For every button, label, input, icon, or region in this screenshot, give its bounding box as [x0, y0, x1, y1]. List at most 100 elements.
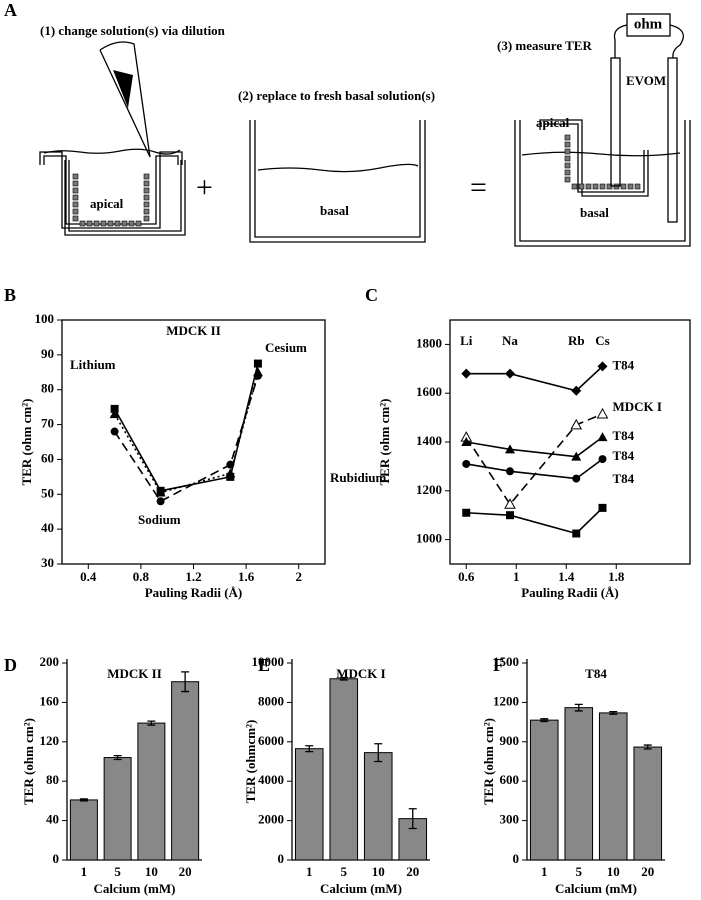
y-tick-label: 1200 [493, 693, 519, 708]
well [514, 120, 691, 247]
x-tick-label: 1.2 [185, 569, 201, 584]
series-line [113, 375, 259, 503]
y-tick-label: 600 [500, 772, 520, 787]
marker [597, 361, 608, 372]
x-tick-label: 1 [306, 864, 313, 879]
water-line [43, 148, 181, 155]
wire [613, 24, 684, 59]
label: basal [580, 205, 609, 220]
series-line [465, 413, 603, 506]
marker [225, 468, 236, 478]
cells [564, 134, 641, 190]
pipette [99, 41, 151, 158]
y-tick-label: 90 [41, 346, 54, 361]
marker [506, 511, 514, 520]
chart-title: MDCK I [336, 666, 385, 681]
error-bar [643, 744, 652, 750]
plot-frame [449, 319, 691, 565]
series-line [466, 365, 604, 392]
bar [598, 712, 628, 861]
x-tick-label: 1 [81, 864, 88, 879]
operator: = [470, 171, 487, 204]
error-bar [540, 718, 549, 723]
error-bar [339, 676, 348, 681]
x-axis-label: Calcium (mM) [555, 881, 637, 896]
marker [506, 467, 514, 476]
y-tick-label: 10000 [252, 654, 285, 669]
error-bar [408, 808, 417, 830]
bar [69, 799, 98, 861]
diagram: A (1) change solution(s) via dilution (2… [4, 0, 691, 247]
chart-title: T84 [585, 666, 607, 681]
x-tick-label: 2 [295, 569, 302, 584]
panel-letter: B [4, 285, 16, 305]
marker [598, 503, 607, 512]
x-tick-label: 10 [145, 864, 158, 879]
series-label: T84 [613, 471, 635, 486]
marker [505, 368, 515, 379]
bar [564, 707, 594, 861]
panel-letter: C [365, 285, 378, 305]
x-tick-label: 20 [179, 864, 192, 879]
marker [597, 432, 608, 442]
series-label: T84 [613, 357, 635, 372]
marker [572, 529, 581, 538]
x-category-label: Rb [568, 333, 585, 348]
well [64, 160, 186, 236]
x-tick-label: 5 [576, 864, 583, 879]
marker [462, 508, 471, 517]
bar [529, 719, 559, 861]
label: apical [536, 115, 570, 130]
y-tick-label: 100 [35, 311, 55, 326]
annotation: Cesium [265, 340, 307, 355]
x-tick-label: 1.6 [238, 569, 255, 584]
label: apical [90, 196, 124, 211]
error-bar [374, 743, 383, 763]
error-bar [113, 754, 122, 761]
step-label: (1) change solution(s) via dilution [40, 23, 226, 38]
marker [596, 407, 609, 419]
marker [598, 455, 607, 464]
y-tick-label: 4000 [258, 772, 284, 787]
marker [110, 404, 119, 413]
electrode [667, 57, 678, 223]
y-tick-label: 70 [41, 416, 54, 431]
series-label: MDCK I [613, 399, 662, 414]
well [249, 120, 426, 243]
y-tick-label: 1000 [416, 531, 442, 546]
x-axis-label: Calcium (mM) [320, 881, 402, 896]
x-category-label: Na [502, 333, 518, 348]
chart-title: MDCK II [107, 666, 162, 681]
y-tick-label: 0 [513, 851, 520, 866]
bar [294, 748, 324, 861]
y-axis-label: TER (ohm cm²) [377, 399, 392, 486]
panel-letter: D [4, 655, 17, 675]
series-label: T84 [613, 428, 635, 443]
x-axis-label: Pauling Radii (Å) [521, 585, 619, 600]
y-tick-label: 1800 [416, 335, 442, 350]
series-line [113, 372, 259, 494]
marker [571, 385, 582, 396]
series-label: T84 [613, 448, 635, 463]
y-tick-label: 30 [41, 555, 54, 570]
series-line [113, 363, 259, 492]
marker [155, 487, 166, 497]
x-tick-label: 1 [541, 864, 548, 879]
bar [633, 746, 663, 861]
y-tick-label: 0 [53, 851, 60, 866]
meter-label: ohm [634, 16, 663, 32]
step-label: (3) measure TER [497, 38, 592, 53]
y-tick-label: 1600 [416, 384, 442, 399]
y-axis-label: TER (ohm cm²) [21, 718, 36, 805]
x-tick-label: 1.8 [608, 569, 625, 584]
arrow [113, 70, 133, 108]
y-tick-label: 8000 [258, 693, 284, 708]
marker [571, 451, 582, 461]
x-tick-label: 1 [513, 569, 520, 584]
water-line [257, 163, 419, 173]
step-label: (2) replace to fresh basal solution(s) [238, 88, 435, 103]
y-tick-label: 2000 [258, 812, 284, 827]
y-tick-label: 40 [46, 812, 59, 827]
x-axis-label: Pauling Radii (Å) [145, 585, 243, 600]
